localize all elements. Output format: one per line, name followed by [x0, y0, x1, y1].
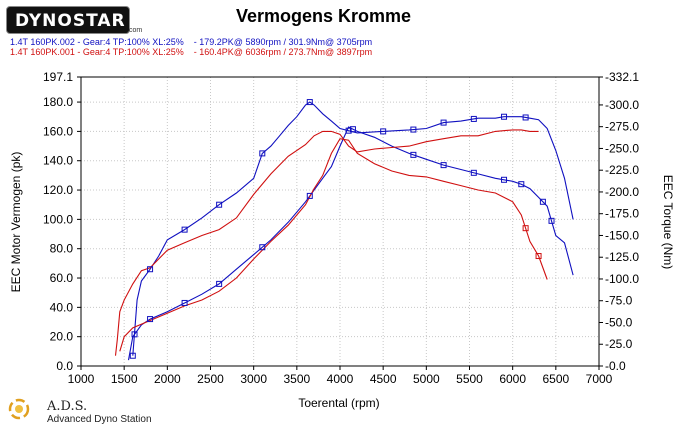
y2-tick-label: -100.0: [605, 272, 639, 286]
logo-sub: .com: [127, 27, 143, 34]
x-tick-label: 2500: [197, 372, 224, 386]
x-tick-label: 1500: [111, 372, 138, 386]
x-tick-label: 5500: [456, 372, 483, 386]
data-marker: [410, 151, 417, 158]
data-marker: [410, 126, 417, 133]
y2-tick-label: -332.1: [605, 70, 639, 84]
chart-ticks: 1000 1500 2000 2500 3000 3500 4000 4500 5000 5500…: [43, 70, 639, 386]
data-marker: [181, 299, 188, 306]
data-marker: [216, 280, 223, 287]
y2-tick-label: -225.0: [605, 163, 639, 177]
data-marker: [259, 150, 266, 157]
data-marker: [548, 217, 555, 224]
data-marker: [440, 162, 447, 169]
series-line-2: [114, 129, 539, 356]
data-marker: [535, 253, 542, 260]
chart-grid: [81, 77, 599, 366]
y2-tick-label: -175.0: [605, 207, 639, 221]
y-tick-label: 100.0: [43, 212, 73, 226]
y2-tick-label: -200.0: [605, 185, 639, 199]
dynostar-logo: DYNOSTAR: [6, 6, 130, 34]
data-marker: [518, 181, 525, 188]
y2-tick-label: -250.0: [605, 141, 639, 155]
data-marker: [259, 244, 266, 251]
series-line-1: [127, 126, 574, 361]
x-tick-label: 1000: [68, 372, 95, 386]
chart-title: Vermogens Kromme: [236, 6, 412, 26]
x-axis-label: Toerental (rpm): [298, 396, 379, 410]
x-tick-label: 4000: [327, 372, 354, 386]
y-tick-label: 80.0: [50, 242, 74, 256]
y-tick-label: 60.0: [50, 271, 74, 285]
data-marker: [501, 176, 508, 183]
x-tick-label: 5000: [413, 372, 440, 386]
data-marker: [539, 198, 546, 205]
x-tick-label: 3000: [240, 372, 267, 386]
y2-tick-label: -125.0: [605, 250, 639, 264]
y-tick-label: 40.0: [50, 300, 74, 314]
series-line-0: [132, 101, 574, 356]
x-tick-label: 6500: [542, 372, 569, 386]
data-marker: [380, 128, 387, 135]
x-tick-label: 4500: [370, 372, 397, 386]
chart-series: [114, 101, 574, 361]
data-marker: [522, 114, 529, 121]
run-legend-1: 1.4T 160PK.002 - Gear:4 TP:100% XL:25% -…: [10, 37, 373, 47]
y-tick-label: 197.1: [43, 70, 73, 84]
y2-tick-label: -275.0: [605, 120, 639, 134]
y-tick-label: 0.0: [56, 359, 73, 373]
data-marker: [440, 119, 447, 126]
data-marker: [501, 113, 508, 120]
data-marker: [349, 126, 356, 133]
y2-tick-label: -300.0: [605, 98, 639, 112]
data-marker: [470, 115, 477, 122]
data-marker: [147, 316, 154, 323]
y-tick-label: 120.0: [43, 183, 73, 197]
y2-tick-label: -0.0: [605, 359, 626, 373]
data-marker: [306, 99, 313, 106]
data-marker: [522, 225, 529, 232]
y-tick-label: 20.0: [50, 330, 74, 344]
data-marker: [345, 127, 352, 134]
data-marker: [131, 331, 138, 338]
y2-tick-label: -150.0: [605, 228, 639, 242]
data-marker: [470, 169, 477, 176]
y-tick-label: 180.0: [43, 95, 73, 109]
run-legend-2: 1.4T 160PK.001 - Gear:4 TP:100% XL:25% -…: [10, 47, 373, 57]
y2-tick-label: -25.0: [605, 337, 633, 351]
data-marker: [129, 352, 136, 359]
x-tick-label: 2000: [154, 372, 181, 386]
logo-text: DYNOSTAR: [15, 11, 126, 31]
y-axis-label: EEC Motor Vermogen (pk): [9, 152, 23, 293]
x-tick-label: 3500: [283, 372, 310, 386]
x-tick-label: 6000: [499, 372, 526, 386]
y2-tick-label: -50.0: [605, 315, 633, 329]
y2-axis-label: EEC Torque (Nm): [661, 175, 675, 269]
chart-markers: [129, 99, 555, 359]
data-marker: [147, 266, 154, 273]
series-line-3: [119, 138, 548, 352]
y2-tick-label: -75.0: [605, 294, 633, 308]
y-tick-label: 140.0: [43, 154, 73, 168]
data-marker: [216, 201, 223, 208]
ads-logo-icon: [8, 398, 30, 420]
data-marker: [306, 192, 313, 199]
y-tick-label: 160.0: [43, 124, 73, 138]
x-tick-label: 7000: [586, 372, 613, 386]
footer-name: A.D.S.: [47, 399, 88, 414]
footer-desc: Advanced Dyno Station: [47, 414, 152, 425]
data-marker: [181, 226, 188, 233]
